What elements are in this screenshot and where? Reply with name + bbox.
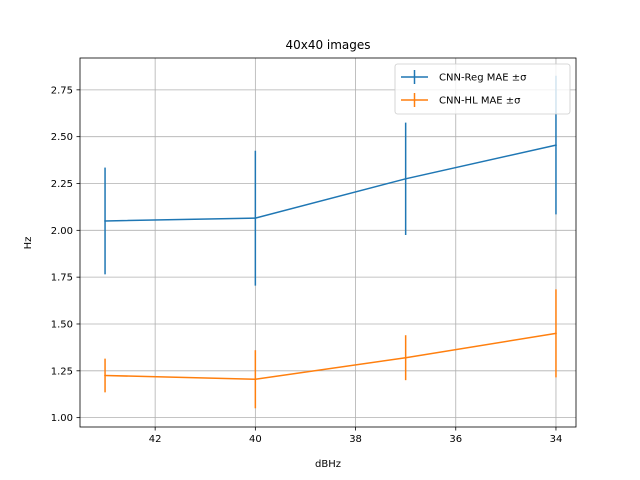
data-point (254, 217, 257, 220)
y-tick-label: 2.50 (51, 132, 73, 143)
data-point (404, 356, 407, 359)
data-point (104, 374, 106, 377)
plot-frame (79, 57, 577, 428)
y-tick-label: 2.25 (51, 179, 73, 190)
data-point (555, 332, 557, 335)
data-point (404, 177, 407, 180)
x-tick-label: 38 (349, 434, 362, 445)
series-0 (104, 75, 557, 286)
x-tick-label: 42 (149, 434, 162, 445)
y-tick-label: 1.50 (51, 319, 73, 330)
legend: CNN-Reg MAE ±σ CNN-HL MAE ±σ (394, 63, 571, 115)
legend-entry-label: CNN-Reg MAE ±σ (439, 73, 527, 84)
y-tick-label: 2.00 (51, 226, 73, 237)
y-tick-label: 1.25 (51, 366, 73, 377)
legend-box (394, 63, 571, 115)
y-tick-label: 2.75 (51, 85, 73, 96)
series-line (105, 332, 557, 380)
y-tick-label: 1.75 (51, 273, 73, 284)
series-line (105, 144, 557, 222)
chart-title: 40x40 images (285, 38, 370, 52)
data-point (254, 378, 257, 381)
data-point (104, 220, 106, 222)
x-axis-label: dBHz (315, 459, 341, 470)
series-layer (104, 75, 557, 409)
x-tick-label: 36 (449, 434, 462, 445)
legend-entry-label: CNN-HL MAE ±σ (439, 96, 521, 107)
x-tick-label: 40 (249, 434, 262, 445)
y-tick-label: 1.00 (51, 413, 73, 424)
series-1 (104, 289, 557, 409)
data-point (555, 144, 557, 146)
x-tick-label: 34 (550, 434, 563, 445)
ticks: 42 40 38 36 34 1.00 1.25 1.50 1.75 2.00 2.25 2.50 2.… (51, 85, 563, 445)
y-axis-label: Hz (23, 237, 34, 250)
